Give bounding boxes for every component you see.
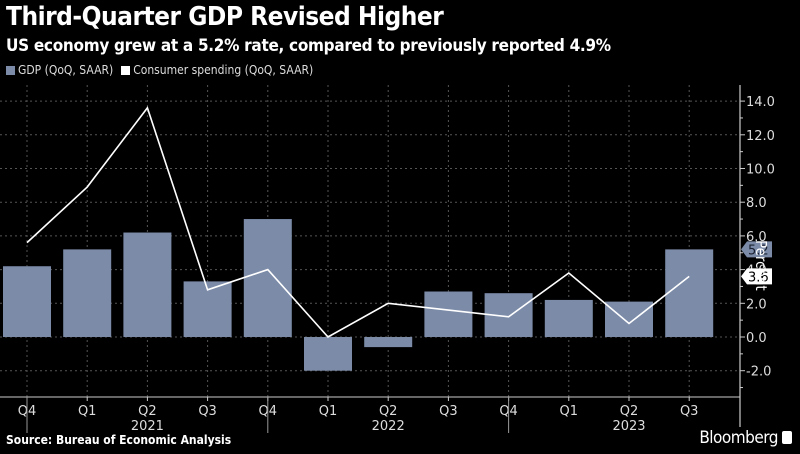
y-axis-label: Percent	[752, 240, 770, 291]
last-value-label: 5.2	[748, 243, 769, 258]
gdp-bar	[243, 219, 292, 337]
gdp-bar	[123, 232, 172, 337]
x-year-label: 2023	[612, 419, 645, 434]
x-tick-label: Q1	[319, 404, 338, 419]
last-value-label: 3.6	[748, 270, 769, 285]
chart-title: Third-Quarter GDP Revised Higher	[6, 2, 444, 32]
gdp-bar	[605, 301, 653, 337]
source-note: Source: Bureau of Economic Analysis	[6, 433, 232, 447]
x-tick-label: Q2	[620, 404, 639, 419]
gdp-bar	[424, 291, 473, 337]
gdp-bar	[665, 249, 714, 337]
x-tick-label: Q2	[379, 404, 398, 419]
y-tick-label: 10.0	[746, 163, 775, 178]
legend-item-gdp: GDP (QoQ, SAAR)	[6, 63, 113, 77]
gdp-bar	[304, 337, 352, 371]
y-tick-label: 2.0	[746, 297, 767, 312]
chart-subtitle: US economy grew at a 5.2% rate, compared…	[6, 36, 611, 56]
gdp-bar	[63, 249, 112, 337]
brand-logo: Bloomberg	[699, 428, 792, 448]
x-tick-label: Q3	[680, 404, 699, 419]
y-tick-label: 14.0	[746, 95, 775, 110]
last-value-tag	[741, 268, 772, 285]
legend-label-consumer: Consumer spending (QoQ, SAAR)	[133, 63, 314, 77]
brand-text: Bloomberg	[699, 428, 778, 448]
x-year-label: 2022	[372, 419, 405, 434]
y-tick-label: 8.0	[746, 196, 767, 211]
x-tick-label: Q2	[138, 404, 157, 419]
legend-item-consumer: Consumer spending (QoQ, SAAR)	[121, 63, 313, 77]
last-value-tag	[741, 241, 772, 258]
gdp-bar	[544, 299, 593, 337]
gdp-bar	[364, 337, 413, 348]
x-tick-label: Q1	[560, 404, 579, 419]
x-tick-label: Q3	[198, 404, 217, 419]
legend: GDP (QoQ, SAAR) Consumer spending (QoQ, …	[6, 63, 313, 77]
legend-label-gdp: GDP (QoQ, SAAR)	[18, 63, 114, 77]
y-tick-label: 6.0	[746, 230, 767, 245]
x-tick-label: Q1	[78, 404, 97, 419]
y-tick-label: -2.0	[746, 365, 771, 380]
bloomberg-icon	[782, 431, 792, 444]
x-year-label: 2021	[131, 419, 164, 434]
legend-swatch-gdp	[6, 66, 15, 75]
legend-swatch-consumer	[121, 66, 131, 75]
x-tick-label: Q3	[439, 404, 458, 419]
consumer-spending-line	[26, 106, 690, 339]
y-tick-label: 12.0	[746, 129, 775, 144]
y-tick-label: 0.0	[746, 331, 767, 346]
gdp-bar	[3, 266, 51, 337]
